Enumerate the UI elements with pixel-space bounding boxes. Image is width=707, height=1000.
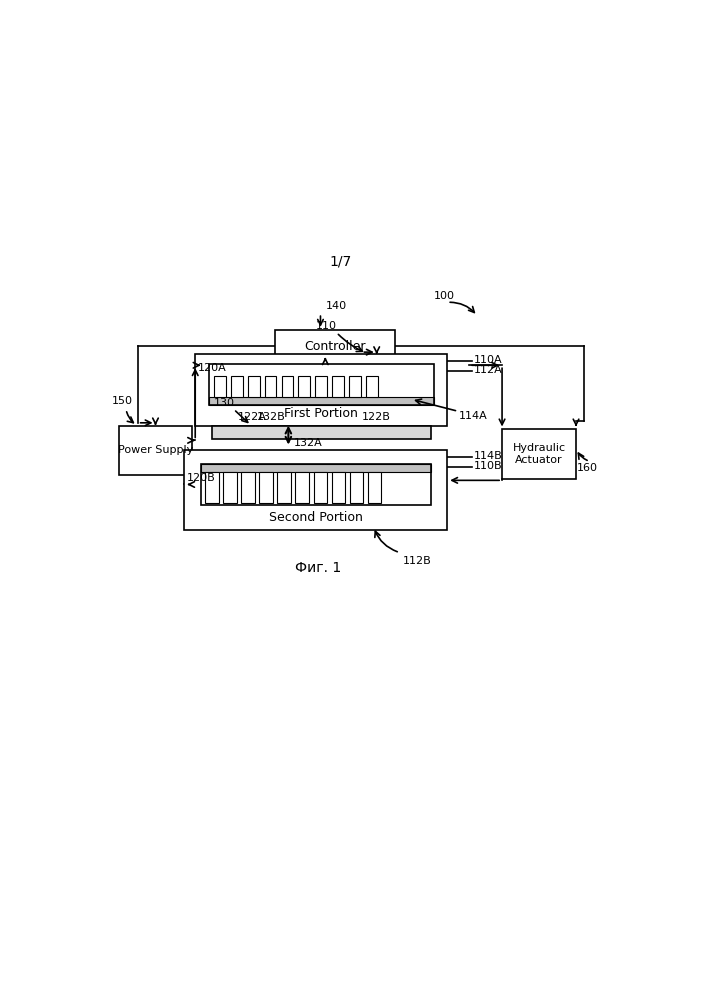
Bar: [368, 472, 381, 503]
Bar: [223, 472, 237, 503]
Bar: [119, 426, 192, 475]
Bar: [349, 376, 361, 397]
Text: 130: 130: [214, 398, 235, 408]
Bar: [315, 376, 327, 397]
Bar: [241, 472, 255, 503]
Text: Second Portion: Second Portion: [269, 511, 363, 524]
Text: 110B: 110B: [474, 461, 502, 471]
Text: 100: 100: [434, 291, 455, 301]
Bar: [214, 376, 226, 397]
Text: 114B: 114B: [474, 451, 502, 461]
Text: 160: 160: [576, 463, 597, 473]
Text: 150: 150: [112, 396, 133, 406]
Bar: [281, 376, 293, 397]
Bar: [277, 472, 291, 503]
Bar: [247, 376, 259, 397]
Bar: [298, 376, 310, 397]
Text: 132B: 132B: [257, 412, 286, 422]
Text: 112B: 112B: [402, 556, 431, 566]
Bar: [205, 472, 218, 503]
Bar: [332, 472, 345, 503]
Bar: [209, 364, 433, 405]
Bar: [313, 472, 327, 503]
Bar: [211, 426, 431, 439]
Text: 112A: 112A: [474, 365, 502, 375]
Text: 122A: 122A: [238, 412, 267, 422]
Bar: [209, 397, 433, 405]
Bar: [349, 472, 363, 503]
Text: Controller: Controller: [304, 340, 366, 353]
Bar: [275, 330, 395, 363]
Bar: [185, 450, 448, 530]
Text: 114A: 114A: [460, 411, 488, 421]
Bar: [201, 464, 431, 505]
Bar: [201, 464, 431, 472]
Text: 120A: 120A: [198, 363, 227, 373]
Text: Hydraulic
Actuator: Hydraulic Actuator: [513, 443, 566, 465]
Text: 140: 140: [326, 301, 347, 311]
Text: Power Supply: Power Supply: [118, 445, 193, 455]
Bar: [502, 429, 576, 479]
Text: 110A: 110A: [474, 355, 502, 365]
Bar: [366, 376, 378, 397]
Bar: [259, 472, 273, 503]
Text: First Portion: First Portion: [284, 407, 358, 420]
Bar: [296, 472, 309, 503]
Text: 122B: 122B: [361, 412, 390, 422]
Text: 1/7: 1/7: [329, 254, 351, 268]
Text: Фиг. 1: Фиг. 1: [296, 561, 341, 575]
Bar: [231, 376, 243, 397]
Bar: [195, 354, 448, 426]
Text: 120B: 120B: [187, 473, 216, 483]
Text: 132A: 132A: [294, 438, 322, 448]
Bar: [332, 376, 344, 397]
Bar: [264, 376, 276, 397]
Text: 110: 110: [316, 321, 337, 331]
